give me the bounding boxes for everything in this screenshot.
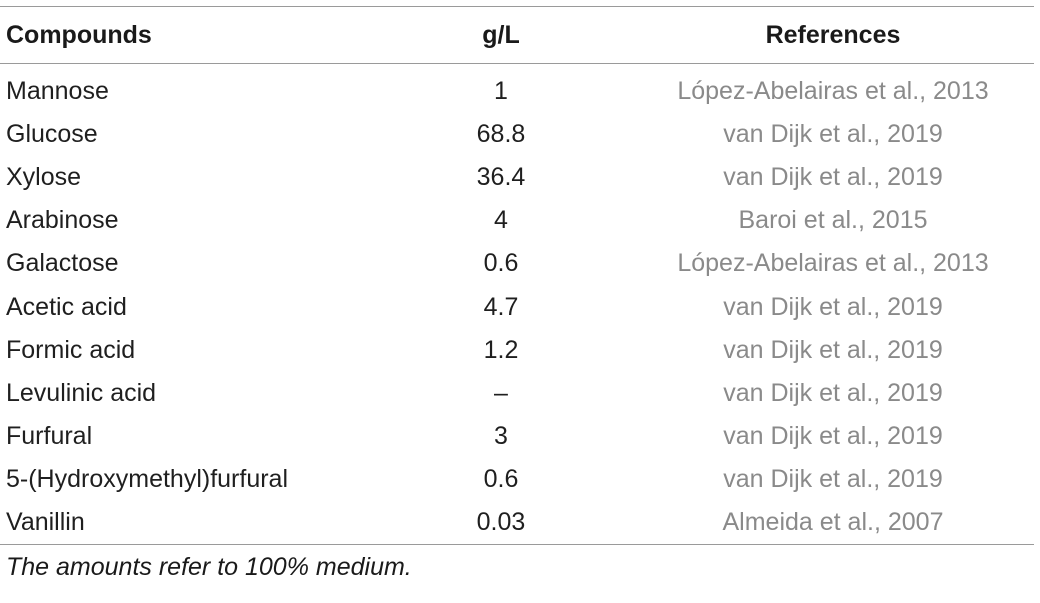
table-row: 5-(Hydroxymethyl)furfural 0.6 van Dijk e…	[0, 458, 1034, 501]
compound-cell: 5-(Hydroxymethyl)furfural	[6, 464, 289, 493]
table-header-row: Compounds g/L References	[0, 7, 1034, 63]
table-row: Furfural 3 van Dijk et al., 2019	[0, 415, 1034, 458]
compound-cell: Levulinic acid	[6, 378, 157, 407]
table-bottom-rule	[0, 544, 1034, 546]
reference-cell: van Dijk et al., 2019	[723, 292, 943, 321]
compounds-table: Compounds g/L References Mannose 1 López…	[0, 6, 1034, 582]
table-row: Mannose 1 López-Abelairas et al., 2013	[0, 70, 1034, 113]
compound-cell: Mannose	[6, 77, 109, 106]
amount-cell: 68.8	[476, 120, 526, 149]
amount-cell: 3	[494, 421, 508, 450]
reference-cell: López-Abelairas et al., 2013	[677, 249, 989, 278]
compound-cell: Vanillin	[6, 507, 85, 536]
header-references: References	[765, 20, 901, 49]
reference-cell: van Dijk et al., 2019	[723, 378, 943, 407]
amount-cell: 36.4	[476, 163, 526, 192]
amount-cell: –	[494, 378, 508, 407]
compound-cell: Xylose	[6, 163, 82, 192]
compound-cell: Formic acid	[6, 335, 136, 364]
table-body: Mannose 1 López-Abelairas et al., 2013 G…	[0, 64, 1034, 544]
compound-cell: Arabinose	[6, 206, 119, 235]
reference-cell: van Dijk et al., 2019	[723, 163, 943, 192]
reference-cell: Almeida et al., 2007	[722, 507, 944, 536]
table-footnote: The amounts refer to 100% medium.	[6, 553, 412, 582]
table-row: Vanillin 0.03 Almeida et al., 2007	[0, 501, 1034, 544]
amount-cell: 0.6	[483, 464, 519, 493]
reference-cell: van Dijk et al., 2019	[723, 464, 943, 493]
reference-cell: van Dijk et al., 2019	[723, 335, 943, 364]
table-row: Glucose 68.8 van Dijk et al., 2019	[0, 113, 1034, 156]
reference-cell: López-Abelairas et al., 2013	[677, 77, 989, 106]
compound-cell: Acetic acid	[6, 292, 127, 321]
table-row: Formic acid 1.2 van Dijk et al., 2019	[0, 329, 1034, 372]
table-row: Levulinic acid – van Dijk et al., 2019	[0, 372, 1034, 415]
table-row: Xylose 36.4 van Dijk et al., 2019	[0, 156, 1034, 199]
compound-cell: Galactose	[6, 249, 119, 278]
table-row: Acetic acid 4.7 van Dijk et al., 2019	[0, 285, 1034, 328]
header-concentration: g/L	[482, 20, 520, 49]
header-compounds: Compounds	[6, 20, 152, 49]
table-top-rule	[0, 6, 1034, 7]
table-row: Galactose 0.6 López-Abelairas et al., 20…	[0, 242, 1034, 285]
reference-cell: van Dijk et al., 2019	[723, 120, 943, 149]
amount-cell: 4.7	[483, 292, 519, 321]
amount-cell: 1.2	[483, 335, 519, 364]
amount-cell: 4	[494, 206, 508, 235]
compound-cell: Glucose	[6, 120, 98, 149]
amount-cell: 0.03	[476, 507, 526, 536]
compound-cell: Furfural	[6, 421, 93, 450]
table-header-rule	[0, 63, 1034, 64]
amount-cell: 0.6	[483, 249, 519, 278]
reference-cell: Baroi et al., 2015	[738, 206, 928, 235]
amount-cell: 1	[494, 77, 508, 106]
table-row: Arabinose 4 Baroi et al., 2015	[0, 199, 1034, 242]
reference-cell: van Dijk et al., 2019	[723, 421, 943, 450]
